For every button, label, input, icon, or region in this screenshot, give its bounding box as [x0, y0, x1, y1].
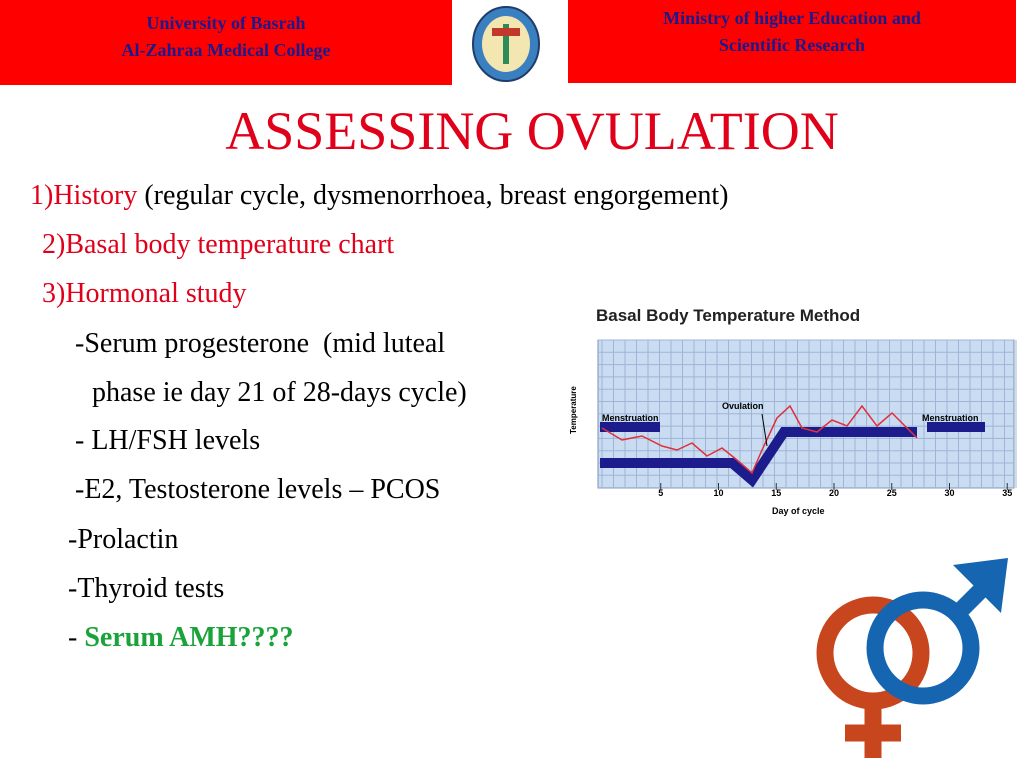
x-tick-label: 10 [713, 488, 723, 498]
bullet-rest: - LH/FSH levels [75, 425, 261, 456]
bullet-rest: phase ie day 21 of 28-days cycle) [85, 377, 467, 408]
bullet: 3)Hormonal study [42, 278, 247, 310]
header-text: Al-Zahraa Medical College [121, 40, 331, 60]
bullet: -Serum progesterone (mid luteal [75, 328, 445, 360]
x-tick-label: 15 [771, 488, 781, 498]
bullet: - Serum AMH???? [68, 622, 294, 654]
bullet: 2)Basal body temperature chart [42, 229, 394, 261]
x-tick-label: 20 [829, 488, 839, 498]
slide-title: ASSESSING OVULATION [225, 101, 839, 161]
x-tick-label: 30 [944, 488, 954, 498]
annotation: Ovulation [722, 401, 764, 411]
x-tick-label: 5 [658, 488, 663, 498]
bullet-lead: 1)History [30, 180, 138, 211]
header-right: Ministry of higher Education and Scienti… [568, 0, 1016, 83]
bullet: 1)History (regular cycle, dysmenorrhoea,… [30, 180, 728, 212]
bullet-rest: -Prolactin [68, 524, 179, 555]
bullet-rest: -Thyroid tests [68, 573, 225, 604]
bullet-lead: 3)Hormonal study [42, 278, 247, 309]
figure-title: Basal Body Temperature Method [596, 306, 860, 325]
y-axis-label: Temperature [569, 386, 578, 434]
annotation: Menstruation [602, 413, 659, 423]
x-tick-label: 35 [1002, 488, 1012, 498]
x-axis-label: Day of cycle [772, 506, 825, 516]
logo [472, 6, 540, 82]
annotation: Menstruation [922, 413, 979, 423]
header-text: Scientific Research [718, 35, 866, 55]
x-tick-label: 25 [887, 488, 897, 498]
bullet: - LH/FSH levels [75, 425, 260, 457]
header-left: University of Basrah Al-Zahraa Medical C… [0, 0, 452, 85]
bullet-rest: - [68, 622, 85, 653]
bullet: -E2, Testosterone levels – PCOS [75, 474, 440, 506]
bullet: -Thyroid tests [68, 573, 224, 605]
gender-symbol [816, 558, 1008, 758]
bbt-figure: Basal Body Temperature Method Temperature… [562, 278, 1024, 522]
bullet: -Prolactin [68, 524, 178, 556]
header-text: Ministry of higher Education and [663, 8, 921, 28]
bullet-rest: (regular cycle, dysmenorrhoea, breast en… [137, 180, 729, 211]
bullet-rest: -Serum progesterone (mid luteal [75, 328, 446, 359]
bullet-highlight: Serum AMH???? [84, 622, 294, 653]
bullet: phase ie day 21 of 28-days cycle) [85, 377, 467, 409]
header-text: University of Basrah [146, 13, 306, 33]
bullet-rest: -E2, Testosterone levels – PCOS [75, 474, 441, 505]
bullet-lead: 2)Basal body temperature chart [42, 229, 395, 260]
